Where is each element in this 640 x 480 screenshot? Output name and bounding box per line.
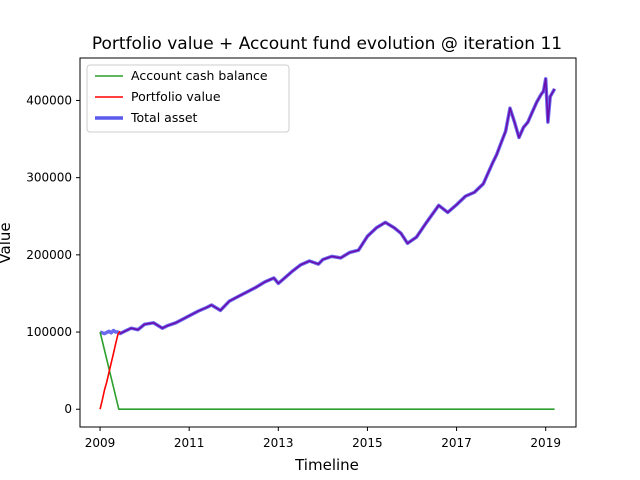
y-tick-label: 100000 bbox=[26, 325, 72, 339]
plot-lines bbox=[99, 77, 557, 411]
chart-title: Portfolio value + Account fund evolution… bbox=[92, 34, 562, 54]
series-line-account-cash-balance bbox=[99, 331, 555, 411]
series-line-portfolio-value-overlay bbox=[119, 78, 556, 335]
y-axis-ticks: 0 100000 200000 300000 400000 bbox=[26, 93, 80, 416]
legend-label-cash: Account cash balance bbox=[131, 68, 268, 83]
y-axis-label: Value bbox=[0, 222, 14, 263]
series-line-portfolio-value bbox=[99, 330, 121, 410]
y-tick-label: 400000 bbox=[26, 93, 72, 107]
x-tick-label: 2017 bbox=[441, 436, 472, 450]
legend-label-total: Total asset bbox=[130, 110, 198, 125]
x-tick-label: 2009 bbox=[85, 436, 116, 450]
x-tick-label: 2011 bbox=[174, 436, 205, 450]
legend: Account cash balance Portfolio value Tot… bbox=[86, 64, 290, 133]
y-tick-label: 0 bbox=[64, 402, 72, 416]
legend-label-portfolio: Portfolio value bbox=[131, 89, 221, 104]
legend-box bbox=[86, 64, 290, 133]
x-tick-label: 2019 bbox=[530, 436, 561, 450]
x-axis-ticks: 2009 2011 2013 2015 2017 2019 bbox=[85, 427, 561, 450]
y-tick-label: 200000 bbox=[26, 248, 72, 262]
y-tick-label: 300000 bbox=[26, 171, 72, 185]
plot-frame bbox=[79, 57, 577, 428]
x-axis-label: Timeline bbox=[294, 456, 359, 474]
x-tick-label: 2013 bbox=[263, 436, 294, 450]
x-tick-label: 2015 bbox=[352, 436, 383, 450]
